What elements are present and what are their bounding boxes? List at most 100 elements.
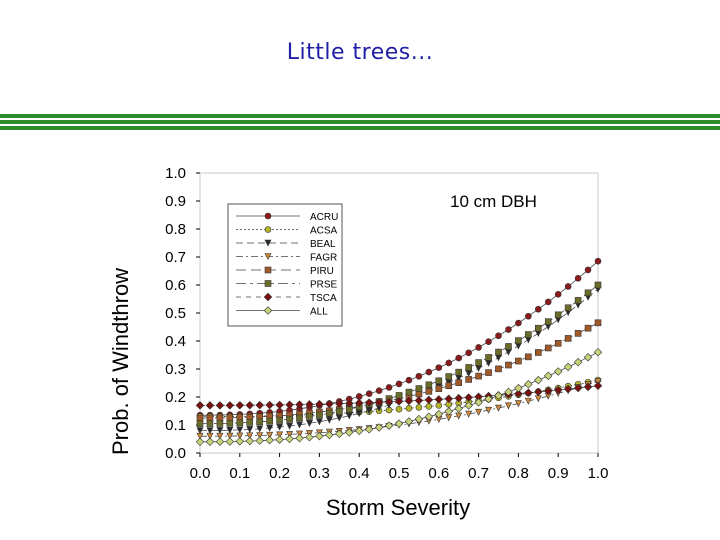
divider-line bbox=[0, 120, 720, 124]
divider-line bbox=[0, 114, 720, 118]
data-point bbox=[495, 348, 502, 356]
data-point bbox=[305, 432, 314, 442]
data-point bbox=[264, 239, 272, 247]
data-point bbox=[266, 417, 273, 425]
data-point bbox=[354, 426, 364, 436]
data-point bbox=[264, 280, 272, 287]
data-point bbox=[414, 414, 424, 424]
data-point bbox=[375, 387, 383, 394]
data-point bbox=[454, 404, 463, 413]
slide-title: Little trees... bbox=[286, 40, 434, 65]
data-point bbox=[226, 419, 234, 427]
data-point bbox=[236, 432, 244, 440]
chart-annotation: 10 cm DBH bbox=[450, 192, 537, 211]
data-point bbox=[355, 393, 363, 400]
data-point bbox=[335, 429, 344, 439]
data-point bbox=[465, 349, 472, 357]
data-point bbox=[206, 420, 214, 427]
data-point bbox=[286, 415, 293, 423]
data-point bbox=[326, 409, 333, 417]
data-point bbox=[554, 339, 562, 347]
data-point bbox=[584, 266, 592, 274]
data-point bbox=[405, 376, 413, 384]
data-point bbox=[553, 385, 563, 395]
y-tick-label: 0.0 bbox=[165, 445, 186, 462]
data-point bbox=[435, 385, 443, 392]
data-point bbox=[235, 401, 245, 410]
x-tick-label: 0.4 bbox=[349, 465, 370, 482]
data-point bbox=[514, 389, 523, 398]
legend-label: TSCA bbox=[310, 293, 337, 304]
data-point bbox=[286, 422, 294, 430]
data-point bbox=[564, 304, 572, 312]
data-point bbox=[505, 326, 512, 333]
y-tick-label: 0.1 bbox=[165, 417, 186, 434]
data-point bbox=[305, 400, 314, 409]
data-point bbox=[256, 418, 264, 426]
data-point bbox=[464, 393, 473, 402]
data-point bbox=[246, 426, 254, 434]
data-point bbox=[525, 331, 532, 338]
legend-label: ALL bbox=[310, 307, 328, 318]
y-tick-label: 0.9 bbox=[165, 193, 186, 210]
data-point bbox=[495, 365, 502, 373]
data-point bbox=[275, 435, 284, 444]
legend-label: PRSE bbox=[310, 280, 338, 291]
data-point bbox=[276, 431, 284, 439]
data-point bbox=[455, 368, 463, 376]
data-point bbox=[394, 397, 404, 406]
data-point bbox=[355, 410, 363, 418]
data-point bbox=[384, 397, 394, 407]
data-point bbox=[475, 359, 482, 366]
data-point bbox=[594, 319, 602, 327]
data-point bbox=[424, 412, 434, 421]
data-point bbox=[515, 337, 522, 344]
data-point bbox=[296, 414, 303, 422]
data-point bbox=[315, 399, 324, 409]
data-point bbox=[394, 419, 404, 428]
legend-label: PIRU bbox=[310, 266, 334, 277]
data-point bbox=[405, 388, 413, 396]
data-point bbox=[226, 432, 234, 440]
data-point bbox=[325, 430, 334, 440]
data-point bbox=[195, 437, 205, 447]
data-point bbox=[583, 382, 593, 392]
data-point bbox=[404, 417, 414, 426]
data-point bbox=[226, 426, 234, 434]
data-point bbox=[514, 400, 522, 408]
data-point bbox=[385, 384, 393, 391]
y-tick-label: 0.8 bbox=[165, 221, 186, 238]
y-tick-label: 0.3 bbox=[165, 361, 186, 378]
data-point bbox=[236, 419, 244, 427]
data-point bbox=[455, 379, 463, 386]
x-tick-label: 0.9 bbox=[548, 465, 569, 482]
data-point bbox=[414, 396, 424, 405]
x-tick-label: 0.5 bbox=[389, 465, 410, 482]
data-point bbox=[295, 400, 304, 409]
data-point bbox=[494, 391, 503, 400]
data-point bbox=[484, 394, 493, 404]
data-point bbox=[594, 281, 602, 289]
data-point bbox=[296, 421, 303, 429]
data-point bbox=[215, 401, 225, 410]
data-point bbox=[395, 405, 403, 413]
data-point bbox=[594, 257, 602, 265]
data-point bbox=[216, 427, 224, 435]
data-point bbox=[524, 380, 533, 389]
data-point bbox=[434, 395, 444, 404]
data-point bbox=[475, 372, 482, 380]
data-point bbox=[265, 435, 274, 445]
data-point bbox=[593, 347, 603, 357]
data-point bbox=[424, 395, 434, 405]
data-point bbox=[325, 399, 334, 409]
data-point bbox=[444, 407, 453, 416]
data-point bbox=[435, 377, 443, 385]
data-point bbox=[264, 226, 272, 233]
data-point bbox=[485, 354, 492, 361]
data-point bbox=[415, 404, 423, 411]
data-point bbox=[534, 375, 543, 385]
data-point bbox=[563, 362, 573, 372]
x-tick-label: 1.0 bbox=[588, 465, 609, 482]
x-axis-ticks: 0.0 0.1 0.2 0.3 0.4 0.5 0.6 0.7 0.8 0.9 1.0 bbox=[190, 453, 609, 482]
data-point bbox=[544, 298, 552, 306]
